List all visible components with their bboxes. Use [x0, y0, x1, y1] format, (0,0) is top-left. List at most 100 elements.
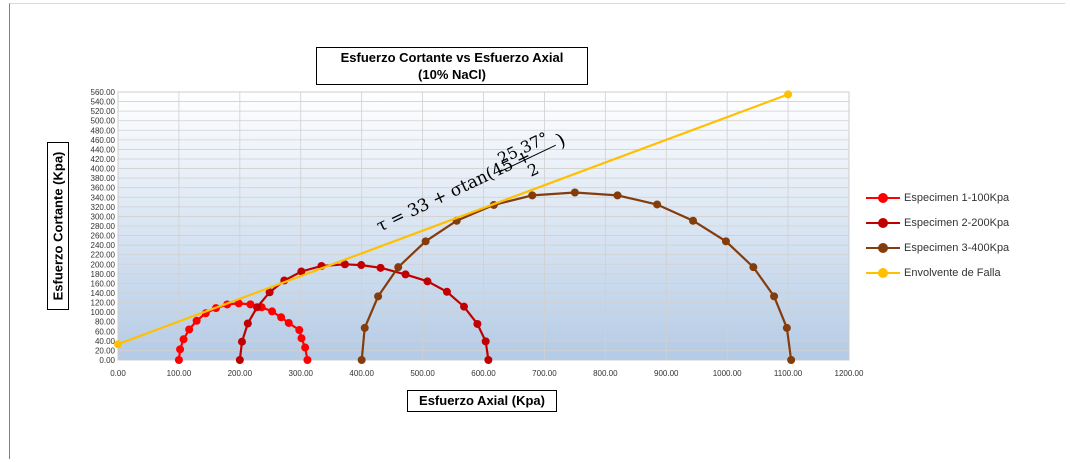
x-tick-label: 100.00	[167, 369, 192, 378]
data-point	[484, 356, 493, 364]
x-tick-label: 600.00	[471, 369, 496, 378]
legend-swatch	[866, 217, 900, 228]
chart-title: Esfuerzo Cortante vs Esfuerzo Axial (10%…	[316, 47, 588, 85]
series-layer	[114, 90, 796, 364]
y-tick-label: 280.00	[91, 222, 116, 231]
y-tick-label: 340.00	[91, 193, 116, 202]
y-tick-label: 520.00	[91, 107, 116, 116]
data-point	[421, 237, 430, 246]
formula-fraction-bar	[499, 144, 556, 173]
data-point	[340, 260, 349, 269]
y-tick-label: 380.00	[91, 174, 116, 183]
data-point	[246, 300, 255, 309]
data-point	[376, 263, 385, 272]
data-point	[784, 90, 793, 99]
data-point	[357, 261, 366, 270]
x-tick-label: 1000.00	[713, 369, 742, 378]
y-tick-label: 480.00	[91, 126, 116, 135]
legend-swatch	[866, 267, 900, 278]
y-tick-label: 560.00	[91, 88, 116, 97]
data-point	[114, 340, 122, 349]
data-point	[297, 334, 306, 343]
series-3	[357, 188, 796, 364]
x-tick-label: 300.00	[289, 369, 314, 378]
data-point	[176, 345, 185, 354]
series-line	[117, 93, 789, 346]
y-axis-label: Esfuerzo Cortante (Kpa)	[47, 142, 69, 310]
y-tick-label: 400.00	[91, 165, 116, 174]
chart-title-line1: Esfuerzo Cortante vs Esfuerzo Axial	[340, 50, 564, 65]
data-point	[374, 292, 383, 301]
x-tick-label: 900.00	[654, 369, 679, 378]
y-tick-label: 360.00	[91, 184, 116, 193]
data-point	[770, 292, 779, 301]
y-tick-label: 180.00	[91, 270, 116, 279]
x-tick-label: 800.00	[593, 369, 618, 378]
data-point	[179, 335, 188, 344]
data-point	[528, 191, 537, 200]
data-point	[360, 323, 369, 332]
y-tick-label: 60.00	[95, 327, 116, 336]
y-tick-label: 80.00	[95, 318, 116, 327]
x-tick-label: 500.00	[410, 369, 435, 378]
data-point	[749, 263, 758, 272]
data-point	[787, 356, 796, 364]
y-tick-label: 0.00	[99, 356, 115, 365]
data-point	[394, 263, 403, 272]
data-point	[297, 267, 306, 276]
x-tick-label: 400.00	[349, 369, 374, 378]
y-tick-label: 20.00	[95, 346, 116, 355]
y-tick-label: 240.00	[91, 241, 116, 250]
data-point	[268, 307, 277, 316]
y-axis-label-text: Esfuerzo Cortante (Kpa)	[50, 151, 66, 301]
y-tick-label: 220.00	[91, 251, 116, 260]
x-axis-label: Esfuerzo Axial (Kpa)	[407, 390, 557, 412]
chart-title-line2: (10% NaCl)	[418, 67, 486, 82]
data-point	[237, 337, 246, 346]
data-point	[613, 191, 622, 200]
x-tick-label: 1100.00	[774, 369, 803, 378]
y-tick-label: 120.00	[91, 299, 116, 308]
data-point	[401, 270, 410, 279]
data-point	[357, 356, 366, 364]
x-tick-label: 700.00	[532, 369, 557, 378]
legend: Especimen 1-100Kpa Especimen 2-200Kpa Espe…	[866, 185, 1009, 285]
x-axis-label-text: Esfuerzo Axial (Kpa)	[419, 393, 545, 408]
y-tick-label: 160.00	[91, 279, 116, 288]
data-point	[473, 319, 482, 328]
x-tick-labels: 0.00 100.00 200.00 300.00 400.00 500.00 600.00…	[110, 369, 864, 378]
data-point	[234, 299, 243, 308]
x-tick-label: 1200.00	[835, 369, 864, 378]
y-tick-label: 140.00	[91, 289, 116, 298]
legend-entry-4: Envolvente de Falla	[866, 260, 1009, 285]
data-point	[185, 325, 194, 334]
y-tick-label: 460.00	[91, 136, 116, 145]
data-point	[253, 303, 262, 312]
data-point	[570, 188, 579, 197]
x-tick-label: 0.00	[110, 369, 126, 378]
y-tick-label: 260.00	[91, 232, 116, 241]
y-tick-label: 420.00	[91, 155, 116, 164]
data-point	[295, 326, 304, 335]
legend-label: Especimen 2-200Kpa	[904, 216, 1010, 229]
legend-swatch	[866, 192, 900, 203]
data-point	[721, 237, 730, 246]
y-tick-label: 540.00	[91, 98, 116, 107]
data-point	[243, 319, 252, 328]
data-point	[442, 287, 451, 296]
y-tick-label: 200.00	[91, 260, 116, 269]
data-point	[265, 288, 274, 297]
series-2	[235, 260, 493, 364]
data-point	[284, 318, 293, 327]
y-tick-label: 40.00	[95, 337, 116, 346]
data-point	[653, 200, 662, 209]
y-tick-labels: 0.0020.0040.0060.0080.00100.00120.00140.…	[91, 88, 116, 365]
y-tick-label: 100.00	[91, 308, 116, 317]
data-point	[689, 216, 698, 225]
y-tick-label: 300.00	[91, 212, 116, 221]
legend-label: Envolvente de Falla	[904, 266, 1001, 279]
chart-frame	[9, 3, 1065, 459]
series-4	[114, 90, 793, 349]
data-point	[301, 343, 310, 352]
